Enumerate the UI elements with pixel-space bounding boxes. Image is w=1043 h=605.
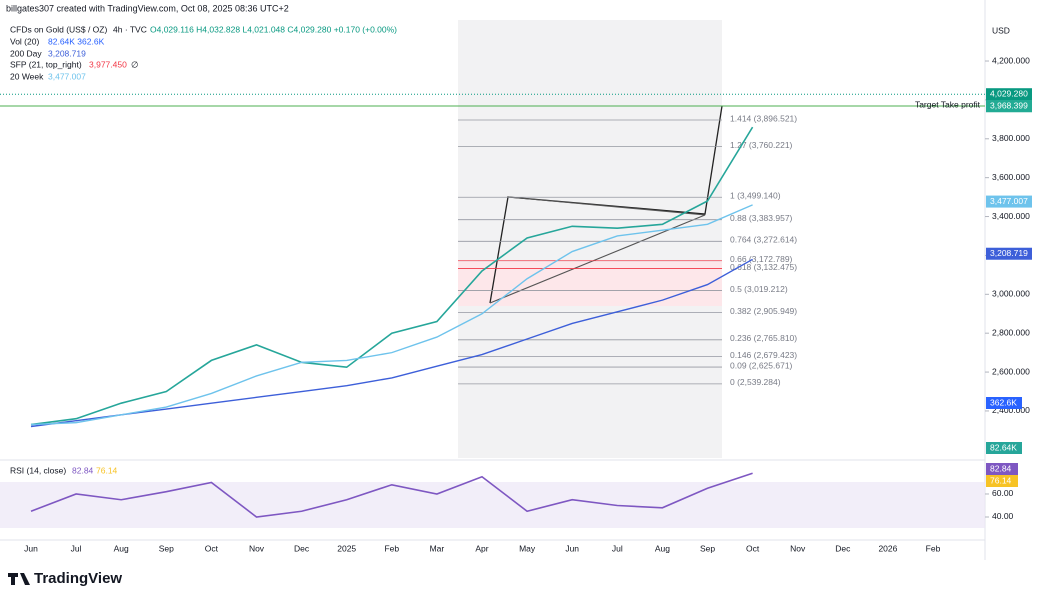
ma200-legend: 200 Day xyxy=(10,48,42,58)
volume-tag xyxy=(986,442,1022,454)
y-tick-label: 4,200.000 xyxy=(992,55,1030,65)
price-tag-label: 3,968.399 xyxy=(990,100,1028,110)
volume-tag-label: 82.64K xyxy=(990,442,1017,452)
fib-label: 0.09 (2,625.671) xyxy=(730,360,793,370)
fib-label: 0.764 (3,272.614) xyxy=(730,235,797,245)
interval: 4h · TVC xyxy=(113,24,147,34)
x-tick-label: Feb xyxy=(384,543,399,553)
x-tick-label: Sep xyxy=(700,543,715,553)
vol-legend: Vol (20) xyxy=(10,36,39,46)
y-tick-label: 3,000.000 xyxy=(992,289,1030,299)
rsi-legend-value: 82.84 xyxy=(72,465,94,475)
x-tick-label: Nov xyxy=(790,543,806,553)
price-tag xyxy=(986,195,1032,208)
sfp-legend: SFP (21, top_right) xyxy=(10,59,82,69)
x-tick-label: 2025 xyxy=(337,543,356,553)
triangle-drawing xyxy=(489,196,706,304)
symbol: CFDs on Gold (US$ / OZ) xyxy=(10,24,107,34)
fib-label: 1.27 (3,760.221) xyxy=(730,140,793,150)
fib-label: 0.236 (2,765.810) xyxy=(730,333,797,343)
ohlc: O4,029.116 H4,032.828 L4,021.048 C4,029.… xyxy=(150,24,397,34)
volume-tag-label: 362.6K xyxy=(990,397,1017,407)
fib-label: 0.88 (3,383.957) xyxy=(730,213,793,223)
ma200-value: 3,208.719 xyxy=(48,48,86,58)
series-line xyxy=(30,472,753,518)
logo-mark xyxy=(8,573,30,585)
x-tick-label: Oct xyxy=(746,543,760,553)
x-tick-label: Nov xyxy=(249,543,265,553)
price-tag-label: 3,208.719 xyxy=(990,248,1028,258)
x-tick-label: Feb xyxy=(926,543,941,553)
volume-tag xyxy=(986,397,1022,409)
fib-label: 0.66 (3,172.789) xyxy=(730,254,793,264)
logo: TradingView xyxy=(34,570,122,587)
rsi-tag-label: 76.14 xyxy=(990,475,1012,485)
sfp-value: 3,977.450 xyxy=(89,59,127,69)
fib-label: 0.5 (3,019.212) xyxy=(730,284,788,294)
rsi-tag xyxy=(986,463,1018,475)
rsi-tag-label: 82.84 xyxy=(990,463,1012,473)
y-tick-label: 3,600.000 xyxy=(992,172,1030,182)
x-tick-label: Aug xyxy=(114,543,129,553)
y-tick-label: 2,600.000 xyxy=(992,366,1030,376)
date-range-highlight xyxy=(458,20,722,458)
fib-label: 1 (3,499.140) xyxy=(730,191,781,201)
x-tick-label: May xyxy=(519,543,536,553)
y-tick-label: 60.00 xyxy=(992,488,1014,498)
price-tag-label: 3,477.007 xyxy=(990,196,1028,206)
wk20-legend: 20 Week xyxy=(10,71,44,81)
x-tick-label: Dec xyxy=(835,543,851,553)
y-tick-label: 2,400.000 xyxy=(992,405,1030,415)
x-tick-label: 2026 xyxy=(878,543,897,553)
y-tick-label: 3,400.000 xyxy=(992,211,1030,221)
currency: USD xyxy=(992,25,1010,35)
series-line xyxy=(30,126,754,426)
fib-label: 1.414 (3,896.521) xyxy=(730,113,797,123)
rsi-legend-value: 76.14 xyxy=(96,465,118,475)
rsi-tag xyxy=(986,475,1018,487)
vol-values: 82.64K 362.6K xyxy=(48,36,105,46)
target-label: Target Take profit xyxy=(915,99,981,109)
y-tick-label: 40.00 xyxy=(992,511,1014,521)
fib-label: 0.618 (3,132.475) xyxy=(730,262,797,272)
x-tick-label: Dec xyxy=(294,543,310,553)
x-tick-label: Jul xyxy=(71,543,82,553)
rsi-band xyxy=(0,482,985,528)
price-tag xyxy=(986,88,1032,101)
fib-label: 0 (2,539.284) xyxy=(730,377,781,387)
series-line xyxy=(30,204,753,426)
x-tick-label: Apr xyxy=(475,543,488,553)
x-tick-label: Sep xyxy=(159,543,174,553)
wk20-value: 3,477.007 xyxy=(48,71,86,81)
series-line xyxy=(30,258,753,428)
rsi-title: RSI (14, close) xyxy=(10,465,66,475)
x-tick-label: Jun xyxy=(565,543,579,553)
price-tag xyxy=(986,100,1032,113)
y-tick-label: 3,800.000 xyxy=(992,133,1030,143)
x-tick-label: Oct xyxy=(205,543,219,553)
fib-label: 0.146 (2,679.423) xyxy=(730,350,797,360)
x-tick-label: Jul xyxy=(612,543,623,553)
x-tick-label: Aug xyxy=(655,543,670,553)
fib-label: 0.382 (2,905.949) xyxy=(730,306,797,316)
x-tick-label: Jun xyxy=(24,543,38,553)
y-tick-label: 2,800.000 xyxy=(992,327,1030,337)
x-tick-label: Mar xyxy=(430,543,445,553)
attribution: billgates307 created with TradingView.co… xyxy=(6,3,289,13)
price-tag-label: 4,029.280 xyxy=(990,88,1028,98)
price-tag xyxy=(986,247,1032,260)
sfp-extra: ∅ xyxy=(131,59,139,69)
